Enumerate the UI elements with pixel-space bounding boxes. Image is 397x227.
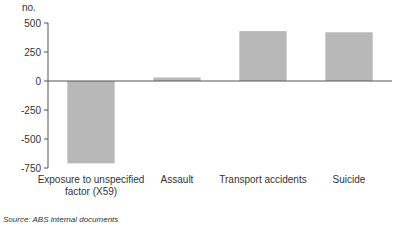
chart: no. -750 -500 -250 0 250 500 Exposure to unspec…: [0, 0, 397, 227]
label-line: Exposure to unspecified: [38, 174, 145, 185]
label-line: factor (X59): [65, 186, 117, 197]
zero-line: [48, 81, 392, 82]
label-line: Assault: [161, 174, 194, 185]
y-tick-label: -750: [21, 163, 41, 174]
label-line: Suicide: [333, 174, 366, 185]
x-tick-label: Suicide: [333, 174, 366, 185]
y-tick: [44, 168, 48, 169]
y-tick: [44, 81, 48, 82]
y-tick: [44, 110, 48, 111]
y-axis-label: no.: [22, 2, 36, 13]
bar: [153, 78, 200, 81]
bar: [325, 32, 372, 81]
bar: [67, 81, 114, 163]
source: Source: ABS internal documents: [3, 215, 118, 224]
y-tick-label: -500: [21, 134, 41, 145]
grid-line: [49, 168, 392, 169]
x-tick-label: Transport accidents: [219, 174, 306, 185]
y-tick: [44, 139, 48, 140]
y-tick-label: 500: [24, 18, 41, 29]
grid-line: [49, 23, 392, 24]
y-tick: [44, 23, 48, 24]
bar: [239, 31, 286, 81]
label-line: Transport accidents: [219, 174, 306, 185]
y-axis: [48, 23, 49, 168]
bars: [49, 23, 392, 168]
y-tick-label: -250: [21, 105, 41, 116]
x-tick-label: Assault: [161, 174, 194, 185]
y-tick: [44, 52, 48, 53]
y-tick-label: 250: [24, 47, 41, 58]
x-tick-label: Exposure to unspecifiedfactor (X59): [38, 174, 145, 197]
y-tick-label: 0: [35, 76, 41, 87]
